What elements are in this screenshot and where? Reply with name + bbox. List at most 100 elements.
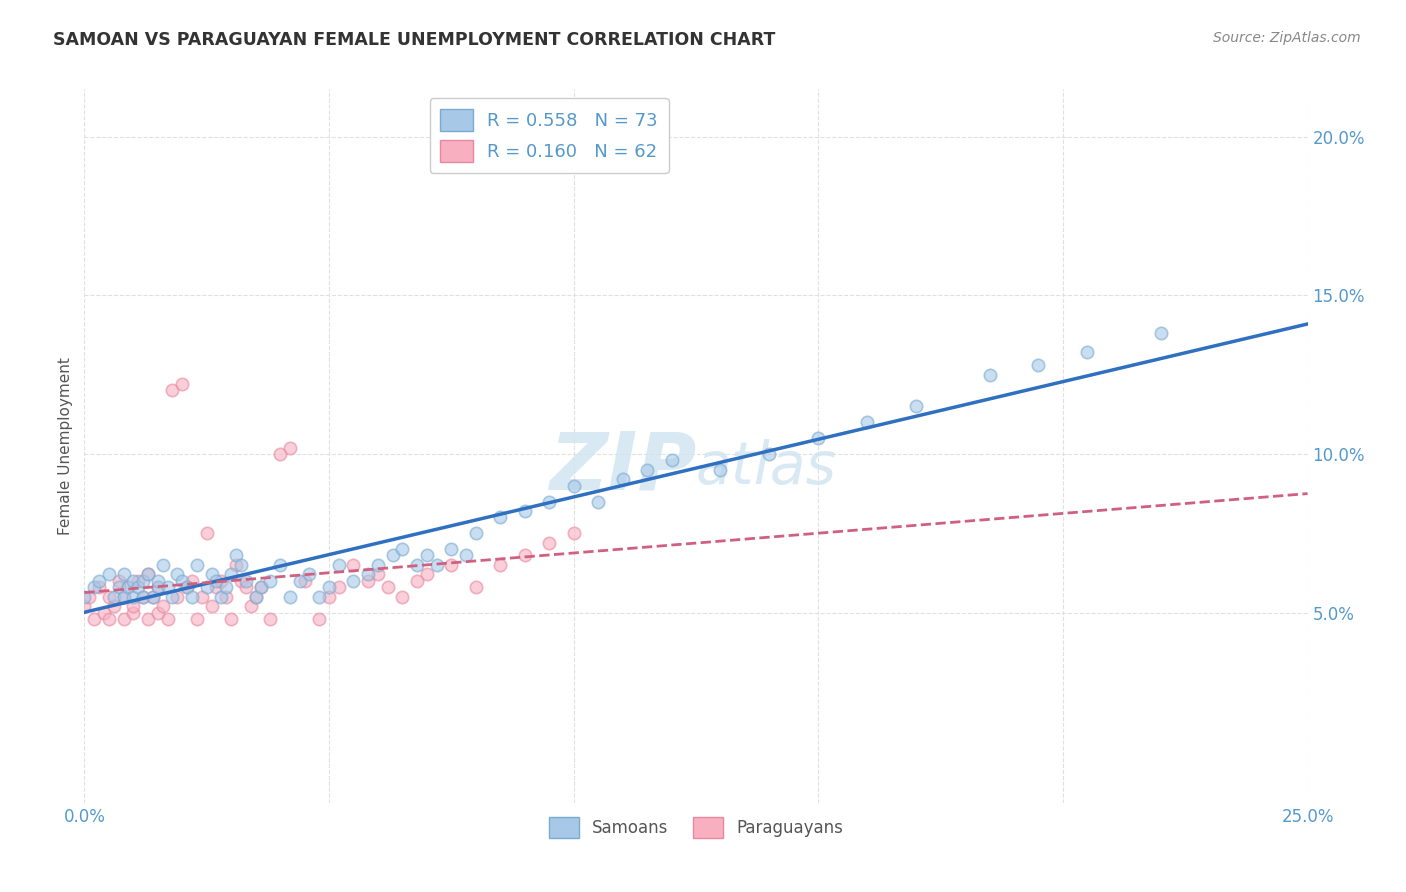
Point xyxy=(195,526,218,541)
Point xyxy=(117,580,139,594)
Point xyxy=(328,558,350,572)
Point xyxy=(103,590,125,604)
Point xyxy=(117,580,139,594)
Text: ZIP: ZIP xyxy=(548,428,696,507)
Point xyxy=(586,494,609,508)
Point xyxy=(152,599,174,614)
Point xyxy=(166,590,188,604)
Point xyxy=(162,384,184,398)
Point xyxy=(357,574,380,588)
Point xyxy=(464,580,486,594)
Point xyxy=(377,580,399,594)
Point xyxy=(235,580,257,594)
Point xyxy=(318,590,340,604)
Point xyxy=(661,453,683,467)
Point xyxy=(122,590,145,604)
Point xyxy=(381,549,404,563)
Point xyxy=(342,574,364,588)
Point xyxy=(209,574,232,588)
Point xyxy=(181,590,204,604)
Point xyxy=(112,590,135,604)
Point xyxy=(278,590,301,604)
Point xyxy=(367,558,389,572)
Text: SAMOAN VS PARAGUAYAN FEMALE UNEMPLOYMENT CORRELATION CHART: SAMOAN VS PARAGUAYAN FEMALE UNEMPLOYMENT… xyxy=(53,31,776,49)
Point xyxy=(636,463,658,477)
Point xyxy=(229,574,252,588)
Point xyxy=(328,580,350,594)
Point xyxy=(219,567,242,582)
Point xyxy=(112,567,135,582)
Point xyxy=(416,549,439,563)
Point xyxy=(73,590,96,604)
Point xyxy=(440,542,463,557)
Point xyxy=(83,580,105,594)
Point xyxy=(342,558,364,572)
Point xyxy=(416,567,439,582)
Point xyxy=(97,590,120,604)
Point xyxy=(538,494,561,508)
Point xyxy=(562,478,585,492)
Point xyxy=(166,567,188,582)
Point xyxy=(709,463,731,477)
Legend: Samoans, Paraguayans: Samoans, Paraguayans xyxy=(541,811,851,845)
Point xyxy=(181,574,204,588)
Point xyxy=(225,558,247,572)
Point xyxy=(107,574,129,588)
Point xyxy=(209,590,232,604)
Point xyxy=(294,574,316,588)
Point xyxy=(205,574,228,588)
Point xyxy=(454,549,477,563)
Point xyxy=(205,580,228,594)
Point xyxy=(162,590,184,604)
Point xyxy=(259,612,281,626)
Point xyxy=(1028,358,1050,372)
Point xyxy=(269,447,291,461)
Point xyxy=(513,549,536,563)
Point xyxy=(107,580,129,594)
Point xyxy=(200,567,222,582)
Point xyxy=(83,612,105,626)
Point xyxy=(562,526,585,541)
Y-axis label: Female Unemployment: Female Unemployment xyxy=(58,357,73,535)
Point xyxy=(186,612,208,626)
Text: atlas: atlas xyxy=(696,439,837,496)
Point xyxy=(308,590,330,604)
Point xyxy=(239,599,262,614)
Point xyxy=(191,590,214,604)
Point xyxy=(122,599,145,614)
Point xyxy=(357,567,380,582)
Point xyxy=(229,558,252,572)
Point xyxy=(142,590,165,604)
Point xyxy=(538,535,561,549)
Point xyxy=(259,574,281,588)
Point xyxy=(127,574,149,588)
Point xyxy=(97,567,120,582)
Point xyxy=(87,580,110,594)
Point xyxy=(269,558,291,572)
Point xyxy=(142,590,165,604)
Point xyxy=(112,612,135,626)
Point xyxy=(73,599,96,614)
Point xyxy=(758,447,780,461)
Point xyxy=(318,580,340,594)
Point xyxy=(200,599,222,614)
Point xyxy=(87,574,110,588)
Point xyxy=(152,558,174,572)
Point xyxy=(136,567,159,582)
Point xyxy=(249,580,271,594)
Point xyxy=(235,574,257,588)
Point xyxy=(979,368,1001,382)
Point xyxy=(905,400,928,414)
Point xyxy=(172,574,194,588)
Point xyxy=(367,567,389,582)
Point xyxy=(288,574,311,588)
Point xyxy=(245,590,267,604)
Point xyxy=(215,590,238,604)
Point xyxy=(103,599,125,614)
Point xyxy=(93,606,115,620)
Point xyxy=(146,606,169,620)
Point xyxy=(122,606,145,620)
Point xyxy=(112,590,135,604)
Point xyxy=(249,580,271,594)
Point xyxy=(426,558,449,572)
